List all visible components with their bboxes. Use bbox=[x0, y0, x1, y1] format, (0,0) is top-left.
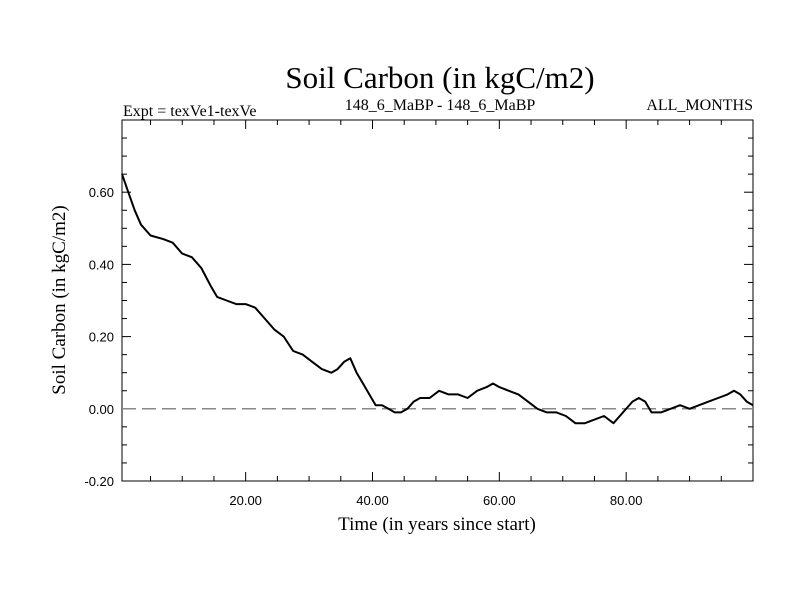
period-label: 148_6_MaBP - 148_6_MaBP bbox=[345, 97, 536, 114]
months-label: ALL_MONTHS bbox=[646, 97, 753, 114]
x-axis-label: Time (in years since start) bbox=[338, 514, 536, 535]
y-tick-label: 0.40 bbox=[89, 257, 114, 272]
x-tick-label: 20.00 bbox=[229, 493, 262, 508]
y-tick-label: 0.60 bbox=[89, 185, 114, 200]
y-tick-label: 0.20 bbox=[89, 330, 114, 345]
plot-frame bbox=[121, 119, 754, 482]
chart-title: Soil Carbon (in kgC/m2) bbox=[285, 60, 594, 95]
y-axis-label: Soil Carbon (in kgC/m2) bbox=[49, 205, 70, 394]
x-tick-label: 40.00 bbox=[356, 493, 389, 508]
experiment-label: Expt = texVe1-texVe bbox=[123, 103, 256, 120]
soil-carbon-series-line bbox=[121, 173, 754, 425]
x-tick-label: 60.00 bbox=[483, 493, 516, 508]
y-tick-label: -0.20 bbox=[84, 474, 114, 489]
tick-marks bbox=[122, 119, 753, 482]
x-tick-labels: 20.00 40.00 60.00 80.00 bbox=[229, 493, 642, 508]
y-tick-label: 0.00 bbox=[89, 402, 114, 417]
y-tick-labels: -0.20 0.00 0.20 0.40 0.60 bbox=[84, 185, 114, 489]
x-tick-label: 80.00 bbox=[610, 493, 643, 508]
